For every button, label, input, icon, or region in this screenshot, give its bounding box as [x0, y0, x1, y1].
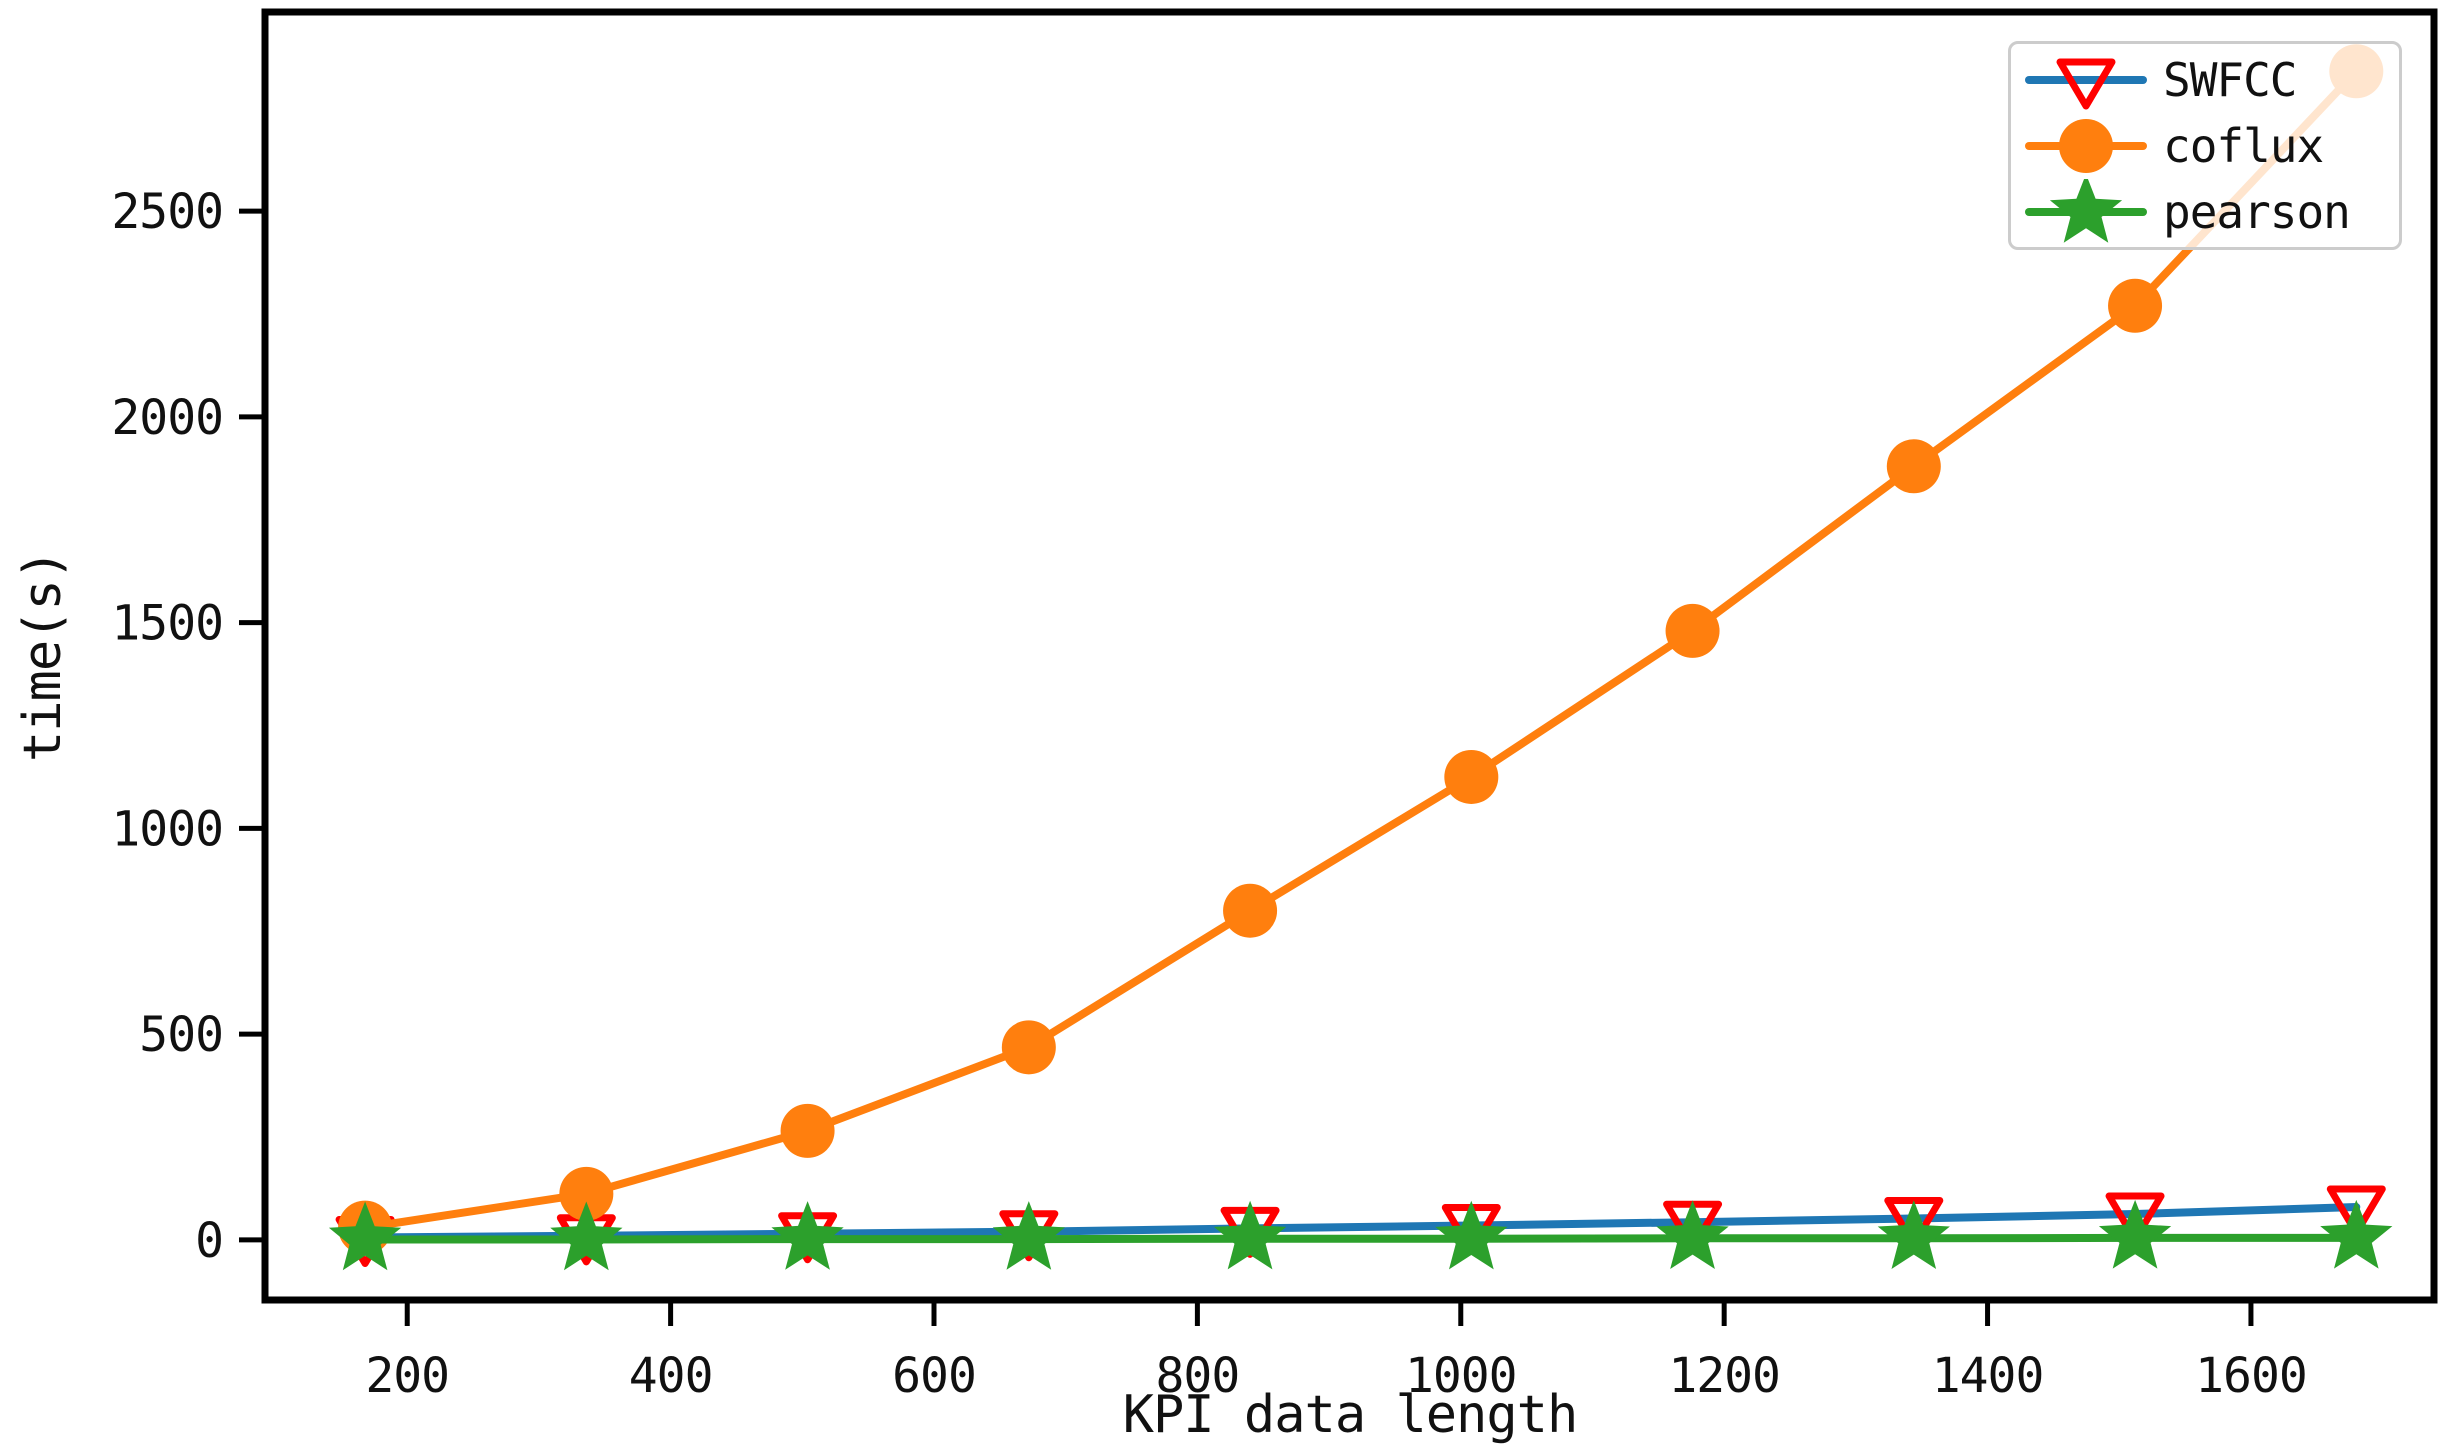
series-line-pearson	[361, 1233, 2361, 1244]
legend-entry-coflux: coflux	[2025, 113, 2399, 179]
legend-entry-pearson: pearson	[2025, 179, 2399, 245]
legend-entry-label: SWFCC	[2163, 53, 2297, 107]
legend: SWFCC coflux pearson	[2008, 41, 2402, 250]
axes-layer: 200 400 600 800 1000 1200 1400 1600 0 500 1000 1500…	[111, 8, 2438, 1404]
y-tick-label: 1000	[111, 801, 223, 857]
x-tick-label: 800	[1156, 1348, 1240, 1404]
plot-frame	[261, 8, 2438, 1304]
x-tick-label: 600	[892, 1348, 976, 1404]
x-tick-label: 1200	[1668, 1348, 1780, 1404]
y-tick-label: 1500	[111, 596, 223, 652]
y-tick-label: 0	[195, 1213, 223, 1269]
x-tick-label: 1000	[1405, 1348, 1517, 1404]
x-tick-label: 400	[629, 1348, 713, 1404]
x-tick-label: 1600	[2195, 1348, 2307, 1404]
circle-icon	[2025, 119, 2147, 173]
series-line-swfcc	[361, 1203, 2361, 1242]
series-line-coflux	[361, 67, 2361, 1232]
x-tick-label: 1400	[1932, 1348, 2044, 1404]
legend-entry-label: coflux	[2163, 119, 2324, 173]
x-tick-label: 200	[365, 1348, 449, 1404]
series-layer	[328, 44, 2393, 1271]
series-markers-pearson	[328, 1199, 2393, 1271]
legend-entry-swfcc: SWFCC	[2025, 47, 2399, 113]
y-axis-label: time(s)	[13, 550, 73, 762]
triangle-down-icon	[2025, 58, 2147, 110]
legend-entry-label: pearson	[2163, 185, 2351, 239]
y-tick-label: 2000	[111, 390, 223, 446]
y-tick-label: 2500	[111, 184, 223, 240]
y-tick-label: 500	[139, 1007, 223, 1063]
star-icon	[2025, 179, 2147, 243]
x-axis-label: KPI data length	[1123, 1385, 1578, 1445]
